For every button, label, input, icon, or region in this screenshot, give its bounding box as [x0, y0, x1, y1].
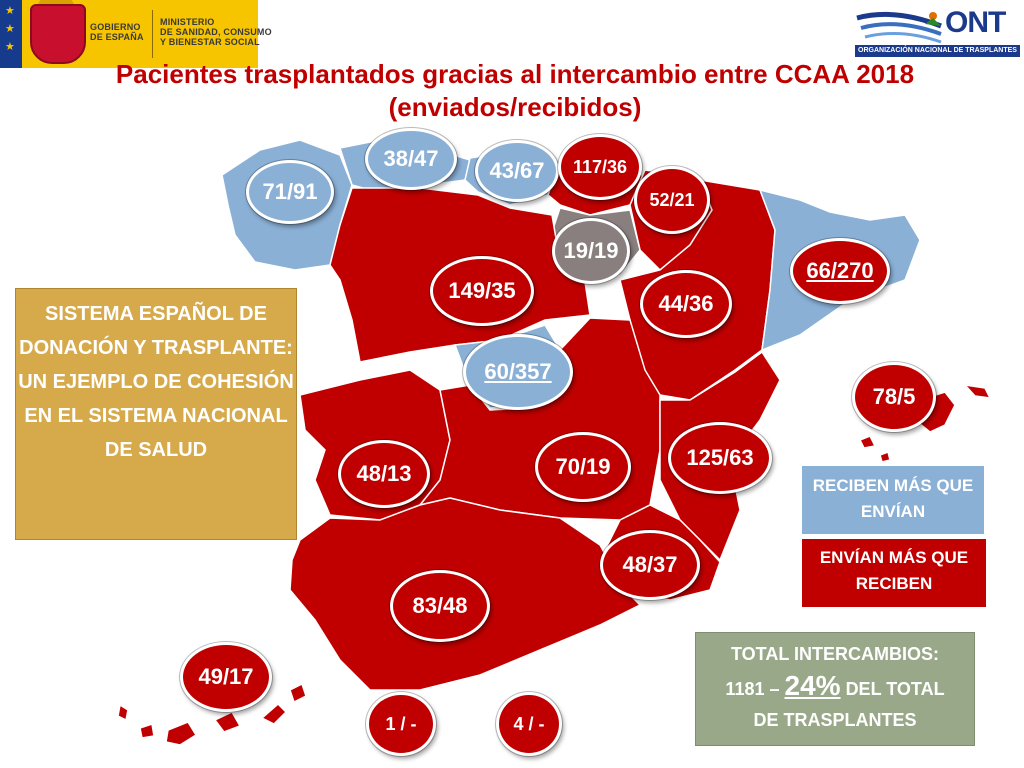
gov-name: GOBIERNO DE ESPAÑA [90, 22, 144, 42]
oval-pais-vasco: 117/36 [558, 134, 642, 200]
oval-andalucia: 83/48 [390, 570, 490, 642]
oval-la-rioja: 19/19 [552, 218, 630, 284]
oval-navarra: 52/21 [634, 166, 710, 234]
oval-castilla-leon: 149/35 [430, 256, 534, 326]
star-icon: ★ [5, 23, 15, 35]
header-divider [152, 10, 153, 58]
total-heading: TOTAL INTERCAMBIOS: [731, 644, 939, 664]
oval-cantabria: 43/67 [475, 140, 559, 202]
total-count-line: 1181 – 24% DEL TOTAL [725, 670, 945, 701]
page-title: Pacientes trasplantados gracias al inter… [115, 59, 915, 122]
oval-canarias: 49/17 [180, 642, 272, 712]
star-icon: ★ [5, 5, 15, 17]
total-tail: DE TRASPLANTES [753, 710, 917, 730]
oval-baleares: 78/5 [852, 362, 936, 432]
ont-swoosh-icon [856, 11, 942, 44]
oval-cataluna: 66/270 [790, 238, 890, 304]
ont-full-name: ORGANIZACIÓN NACIONAL DE TRASPLANTES [855, 45, 1020, 57]
total-percentage: 24% [784, 670, 841, 701]
ont-logo: ONT [945, 6, 1006, 39]
oval-murcia: 48/37 [600, 530, 700, 600]
oval-ceuta: 1 / - [366, 692, 436, 756]
oval-asturias: 38/47 [365, 128, 457, 190]
legend-send-more: ENVÍAN MÁS QUE RECIBEN [802, 539, 986, 607]
oval-castilla-la-mancha: 70/19 [535, 432, 631, 502]
info-box: SISTEMA ESPAÑOL DE DONACIÓN Y TRASPLANTE… [15, 288, 297, 540]
total-exchanges-box: TOTAL INTERCAMBIOS: 1181 – 24% DEL TOTAL… [695, 632, 975, 746]
oval-melilla: 4 / - [496, 692, 562, 756]
region-canarias [117, 703, 129, 722]
oval-aragon: 44/36 [640, 270, 732, 338]
oval-madrid: 60/357 [463, 334, 573, 410]
ministry-name: MINISTERIO DE SANIDAD, CONSUMO Y BIENEST… [160, 17, 272, 47]
coat-of-arms-icon [30, 4, 86, 64]
oval-galicia: 71/91 [246, 160, 334, 224]
legend-receive-more: RECIBEN MÁS QUE ENVÍAN [802, 466, 984, 534]
oval-extremadura: 48/13 [338, 440, 430, 508]
star-icon: ★ [5, 41, 15, 53]
eu-flag-strip: ★ ★ ★ [0, 0, 22, 68]
oval-valencia: 125/63 [668, 422, 772, 494]
